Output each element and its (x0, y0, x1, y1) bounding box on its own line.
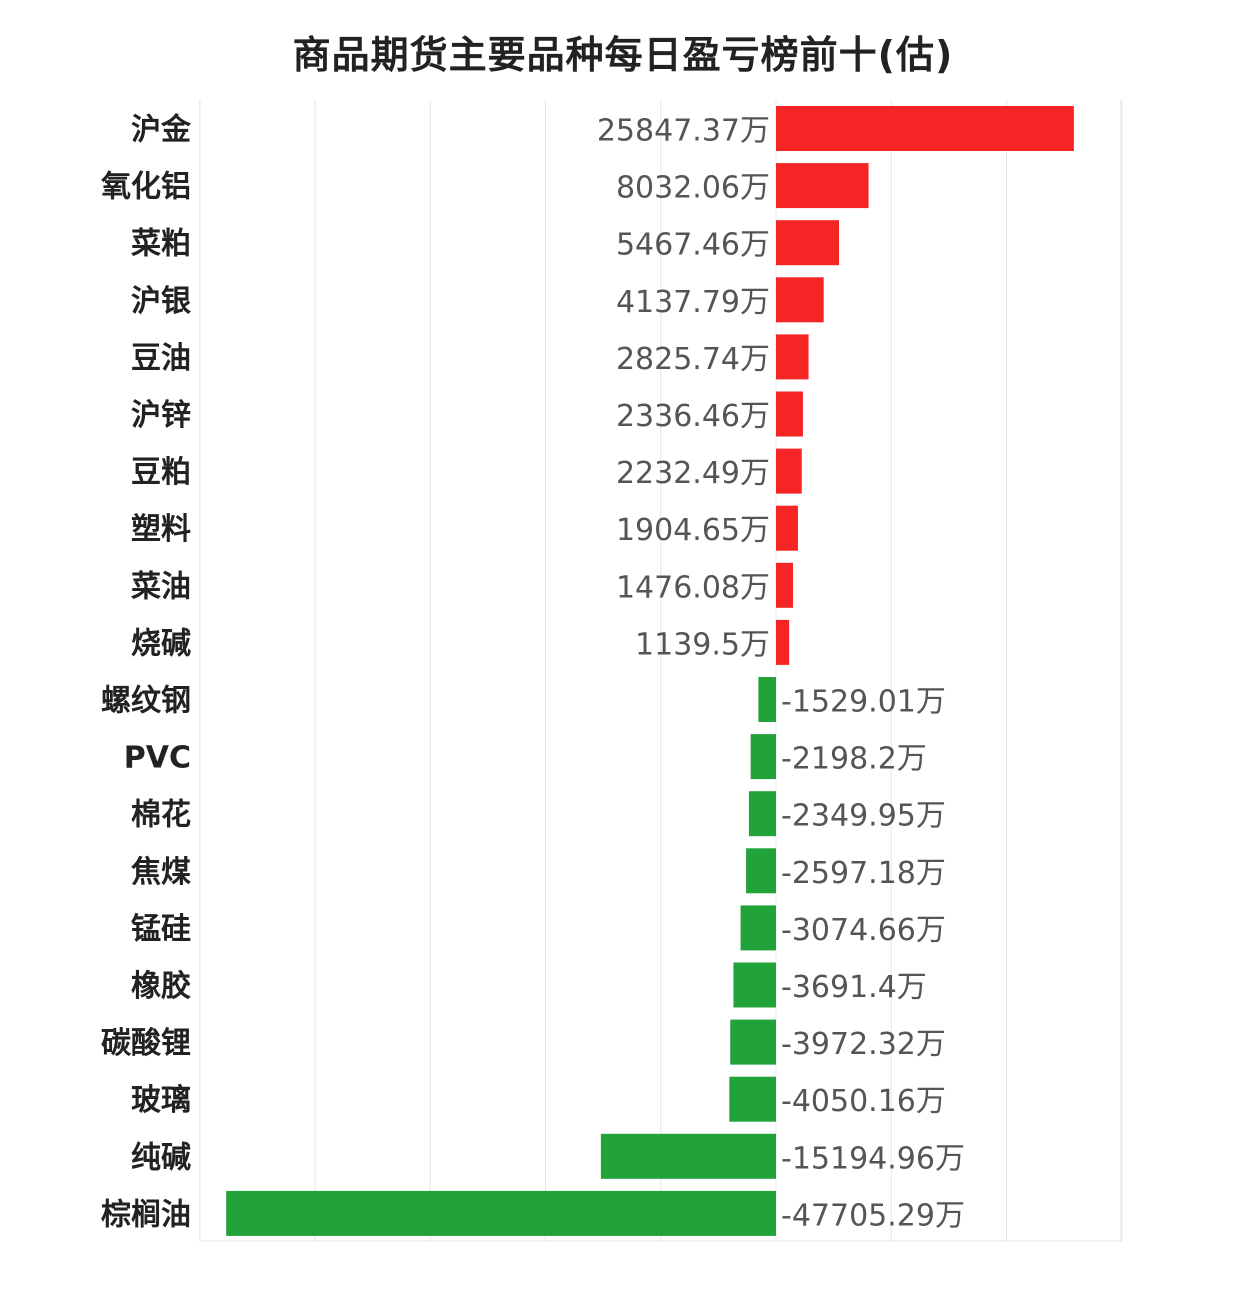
value-label: 5467.46万 (616, 228, 770, 263)
category-label: 沪金 (131, 113, 192, 148)
category-label: 锰硅 (131, 912, 191, 947)
value-label: -2597.18万 (781, 856, 946, 891)
category-label: 豆粕 (131, 455, 191, 490)
category-label: 氧化铝 (101, 170, 191, 205)
category-label: 橡胶 (131, 969, 191, 1004)
bar-5 (776, 391, 803, 437)
bar-2 (776, 220, 840, 266)
bar-19 (226, 1190, 776, 1236)
value-label: 1139.5万 (635, 627, 770, 662)
bar-7 (776, 505, 798, 551)
value-label: -3074.66万 (781, 913, 946, 948)
value-label: -3972.32万 (781, 1027, 946, 1062)
value-label: 1904.65万 (616, 513, 770, 548)
category-label: 豆油 (131, 341, 191, 376)
grid-lines (199, 100, 1123, 1242)
value-label: -1529.01万 (781, 685, 946, 720)
value-labels: 25847.37万 8032.06万 5467.46万 4137.79万 2825.74… (597, 114, 965, 1234)
bar-17 (729, 1076, 776, 1122)
category-label: 焦煤 (131, 855, 191, 890)
bar-18 (600, 1133, 776, 1179)
category-label: 菜油 (131, 569, 191, 604)
bar-10 (758, 677, 776, 722)
category-label: 棉花 (131, 798, 191, 833)
bar-13 (746, 848, 776, 894)
bar-0 (776, 106, 1074, 151)
bar-1 (776, 163, 869, 209)
value-label: -2349.95万 (781, 799, 946, 834)
value-label: -3691.4万 (781, 970, 927, 1005)
bar-11 (750, 734, 776, 780)
category-label: 碳酸锂 (101, 1026, 191, 1061)
bars (226, 106, 1074, 1236)
bar-9 (776, 619, 790, 665)
value-label: -15194.96万 (781, 1141, 965, 1176)
category-label: 纯碱 (131, 1140, 191, 1175)
value-label: -47705.29万 (781, 1198, 965, 1233)
bar-16 (730, 1019, 776, 1065)
value-label: 25847.37万 (597, 114, 770, 149)
bar-15 (733, 962, 776, 1008)
chart-title: 商品期货主要品种每日盈亏榜前十(估) (292, 33, 954, 77)
bar-8 (776, 562, 794, 608)
category-label: PVC (124, 741, 191, 776)
value-label: 2336.46万 (616, 399, 770, 434)
category-label: 塑料 (131, 512, 191, 547)
category-label: 沪锌 (131, 398, 191, 433)
value-label: 2825.74万 (616, 342, 770, 377)
category-label: 烧碱 (131, 626, 191, 661)
bar-4 (776, 334, 809, 380)
bar-3 (776, 277, 824, 323)
category-label: 玻璃 (131, 1083, 191, 1118)
category-label: 螺纹钢 (101, 684, 191, 719)
category-label: 沪银 (131, 284, 191, 319)
value-label: -2198.2万 (781, 742, 927, 777)
value-label: 8032.06万 (616, 171, 770, 206)
value-label: -4050.16万 (781, 1084, 946, 1119)
value-label: 2232.49万 (616, 456, 770, 491)
bar-6 (776, 448, 802, 494)
value-label: 4137.79万 (616, 285, 770, 320)
category-label: 棕榈油 (101, 1197, 191, 1232)
value-label: 1476.08万 (616, 570, 770, 605)
bar-14 (740, 905, 776, 951)
bar-12 (748, 791, 776, 837)
category-label: 菜粕 (131, 227, 191, 262)
